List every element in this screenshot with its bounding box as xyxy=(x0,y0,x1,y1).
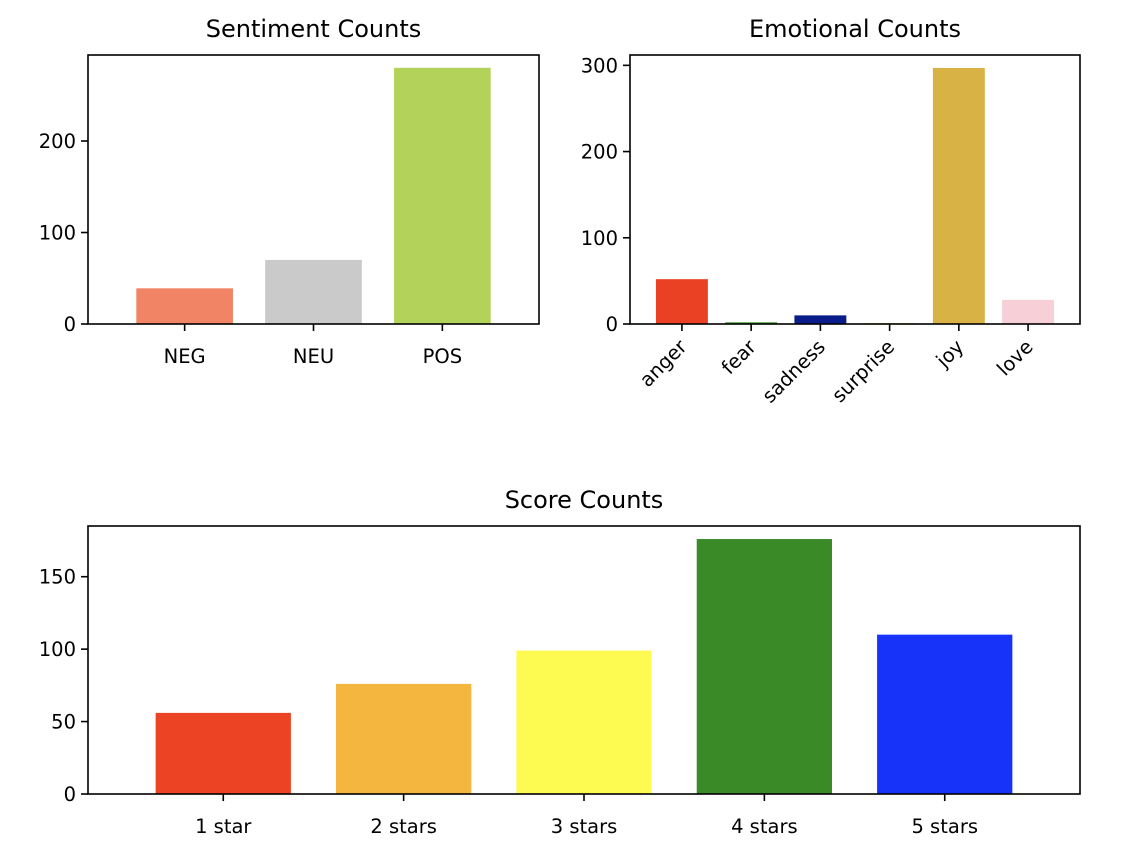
emotion-bar-joy xyxy=(932,67,985,325)
score-bar-3-stars xyxy=(516,650,652,794)
score-bar-1-star xyxy=(155,712,291,794)
score-counts-chart: Score Counts 0 50 100 150 1 star 2 stars 3 star… xyxy=(39,486,1081,838)
sentiment-ytick-label: 200 xyxy=(39,130,76,153)
emotion-bar-sadness xyxy=(794,315,847,324)
sentiment-xtick-label: NEG xyxy=(164,345,206,368)
emotion-ytick-label: 200 xyxy=(581,141,618,164)
score-bar-4-stars xyxy=(696,539,832,794)
sentiment-xtick-label: NEU xyxy=(293,345,334,368)
emotion-axes-frame xyxy=(629,54,1081,325)
sentiment-counts-chart: Sentiment Counts 0 100 200 NEG NEU POS xyxy=(39,15,540,368)
sentiment-chart-title: Sentiment Counts xyxy=(206,15,421,43)
emotion-chart-title: Emotional Counts xyxy=(749,15,961,43)
sentiment-bar-NEG xyxy=(136,288,233,324)
emotion-xtick-label: sadness xyxy=(758,335,830,407)
emotion-xtick-label: fear xyxy=(717,335,761,379)
emotion-xtick-label: anger xyxy=(635,335,692,392)
score-bar-2-stars xyxy=(336,683,472,794)
emotion-ytick-label: 0 xyxy=(606,313,618,336)
score-xtick-label: 1 star xyxy=(195,815,252,838)
score-ytick-label: 0 xyxy=(64,783,76,806)
sentiment-ytick-label: 0 xyxy=(64,313,76,336)
sentiment-bar-POS xyxy=(394,67,491,325)
emotion-xtick-label: love xyxy=(992,335,1037,380)
score-xtick-label: 3 stars xyxy=(551,815,618,838)
sentiment-bar-NEU xyxy=(265,259,362,324)
score-ytick-label: 50 xyxy=(51,711,76,734)
score-ytick-label: 100 xyxy=(39,638,76,661)
emotion-ytick-label: 100 xyxy=(581,227,618,250)
emotion-xtick-label: joy xyxy=(931,335,968,372)
emotion-ytick-label: 300 xyxy=(581,54,618,77)
emotional-counts-chart: Emotional Counts 0 100 200 300 anger fearsadne… xyxy=(581,15,1081,408)
score-bar-5-stars xyxy=(877,634,1013,794)
emotion-bar-fear xyxy=(725,322,778,324)
sentiment-xtick-label: POS xyxy=(423,345,463,368)
score-chart-title: Score Counts xyxy=(505,486,664,514)
score-ytick-label: 150 xyxy=(39,566,76,589)
score-xtick-label: 4 stars xyxy=(731,815,798,838)
emotion-bar-love xyxy=(1002,299,1055,324)
score-xtick-label: 5 stars xyxy=(911,815,978,838)
sentiment-ytick-label: 100 xyxy=(39,222,76,245)
emotion-bar-anger xyxy=(655,279,708,324)
emotion-xtick-label: surprise xyxy=(827,335,899,407)
score-xtick-label: 2 stars xyxy=(370,815,437,838)
